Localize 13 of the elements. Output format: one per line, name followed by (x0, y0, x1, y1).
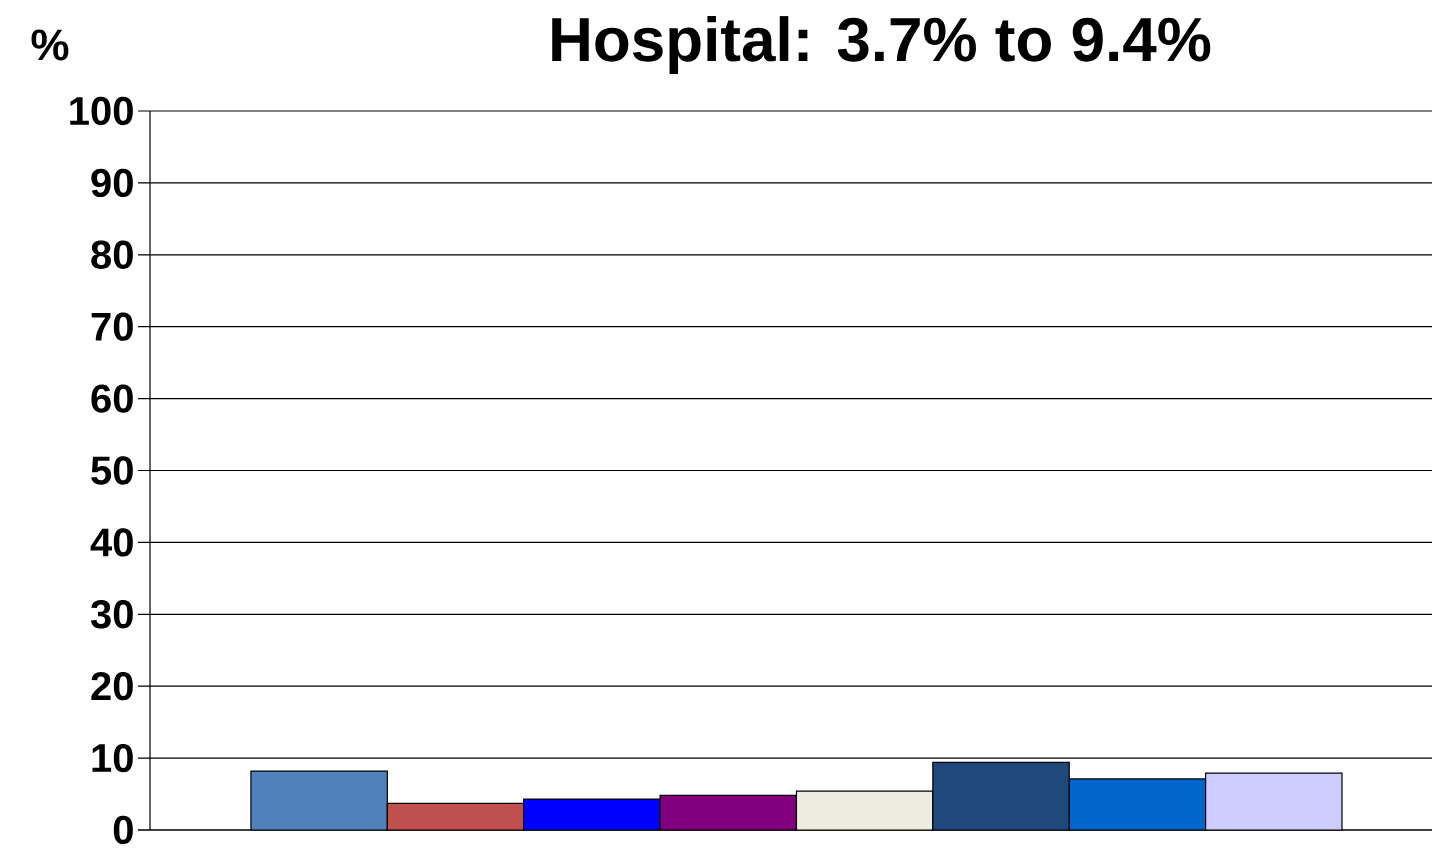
y-tick-label: 30 (90, 600, 133, 629)
y-tick-label: 60 (91, 384, 133, 413)
y-tick-label: 10 (92, 743, 133, 773)
y-axis-title: % (31, 29, 69, 61)
y-tick-label: 100 (70, 96, 133, 126)
y-tick-label: 90 (91, 168, 133, 198)
y-tick-label: 50 (91, 456, 133, 485)
y-tick-label: 40 (90, 528, 133, 557)
y-tick-label: 70 (91, 312, 133, 341)
chart-title: Hospital: 3.7% to 9.4% (552, 16, 1211, 74)
y-tick-label: 80 (91, 240, 133, 269)
y-tick-label: 20 (91, 672, 133, 701)
y-tick-label: 0 (113, 815, 133, 845)
